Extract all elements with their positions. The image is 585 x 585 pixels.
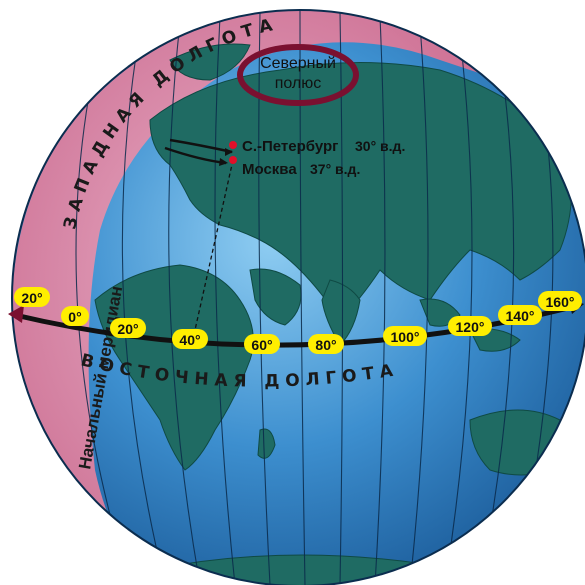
- moscow-dashed-line: [194, 159, 234, 331]
- longitude-badge: 160°: [538, 291, 582, 311]
- longitude-badge: 20°: [14, 287, 50, 307]
- longitude-badge-bg: [448, 316, 492, 336]
- longitude-badge-bg: [244, 334, 280, 354]
- longitude-badge-text: 60°: [251, 337, 272, 353]
- moscow-longitude: 37° в.д.: [310, 161, 360, 177]
- longitude-badge-bg: [172, 329, 208, 349]
- longitude-badge-text: 100°: [391, 329, 420, 345]
- longitude-badge-bg: [383, 326, 427, 346]
- longitude-badges: 20° 0° 20° 40° 60° 80° 100° 120° 140° 160°: [14, 287, 582, 354]
- north-pole-ring: [237, 44, 359, 106]
- equator-arrow: [14, 302, 581, 348]
- longitude-badge-bg: [538, 291, 582, 311]
- longitude-badge: 140°: [498, 305, 542, 325]
- longitude-badge-text: 120°: [456, 319, 485, 335]
- western-hemisphere-band: [12, 10, 500, 585]
- moscow-label: Москва: [242, 161, 297, 178]
- longitude-badge-text: 140°: [506, 308, 535, 324]
- land-masses: [94, 43, 572, 585]
- moscow-dot: [229, 156, 237, 164]
- longitude-badge: 60°: [244, 334, 280, 354]
- longitude-badge: 40°: [172, 329, 208, 349]
- longitude-badge-bg: [498, 305, 542, 325]
- longitude-badge: 80°: [308, 334, 344, 354]
- longitude-badge-bg: [308, 334, 344, 354]
- longitude-badge: 0°: [61, 306, 89, 326]
- longitude-badge-bg: [61, 306, 89, 326]
- spb-dot: [229, 141, 237, 149]
- longitude-badge-text: 20°: [21, 290, 42, 306]
- longitude-badge: 120°: [448, 316, 492, 336]
- moscow-arrow-head: [219, 158, 228, 166]
- longitude-badge-text: 20°: [117, 321, 138, 337]
- north-pole-label-2: полюс: [275, 75, 322, 92]
- spb-label: С.-Петербург: [242, 138, 338, 155]
- globe-outline: [11, 9, 585, 585]
- spb-arrow-head: [225, 148, 233, 156]
- longitude-badge: 100°: [383, 326, 427, 346]
- longitude-badge-text: 160°: [546, 294, 575, 310]
- longitude-badge-text: 0°: [68, 309, 81, 325]
- longitude-badge-bg: [14, 287, 50, 307]
- longitude-badge-bg: [110, 318, 146, 338]
- longitude-badge-text: 40°: [179, 332, 200, 348]
- city-markers: С.-Петербург 30° в.д. Москва 37° в.д.: [164, 138, 405, 331]
- equator-arrow-west-head: [8, 305, 24, 323]
- longitude-badge-text: 80°: [315, 337, 336, 353]
- spb-longitude: 30° в.д.: [355, 138, 405, 154]
- north-pole-label-1: Северный: [260, 55, 336, 72]
- longitude-badge: 20°: [110, 318, 146, 338]
